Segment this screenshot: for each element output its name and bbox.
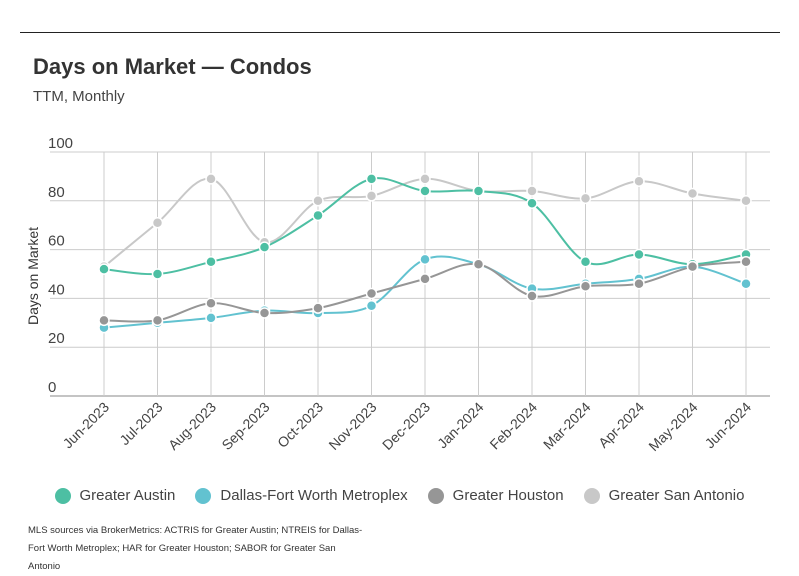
data-point [526,185,538,197]
data-point [419,253,431,266]
data-point [686,260,699,273]
data-point [740,195,752,207]
top-divider [20,32,780,33]
data-point [419,173,431,185]
legend-item: Greater San Antonio [583,487,745,504]
data-point [686,187,699,200]
data-point [151,217,164,229]
data-point [205,256,217,268]
data-point [258,241,271,253]
x-tick-label: Feb-2024 [486,399,540,453]
x-tick-label: Jun-2024 [702,399,755,452]
data-point [98,314,110,327]
data-point [205,312,217,324]
data-point [312,302,324,314]
chart-title: Days on Market — Condos [33,54,312,79]
data-point [151,314,164,327]
data-point [419,273,431,285]
source-footnote: MLS sources via BrokerMetrics: ACTRIS fo… [28,525,363,572]
x-tick-label: Mar-2024 [540,399,594,453]
legend-swatch [583,487,600,504]
x-tick-label: Aug-2023 [165,399,219,453]
data-point [365,287,378,300]
data-point [205,297,217,310]
data-point [740,278,752,290]
data-point [98,263,110,275]
x-tick-label: Jun-2023 [60,399,113,452]
data-point [526,290,538,302]
y-tick-label: 60 [48,233,65,250]
x-tick-label: Nov-2023 [325,399,379,453]
x-tick-label: Jul-2023 [116,399,165,448]
data-point [633,278,645,290]
legend-swatch [195,487,212,504]
legend-item: Greater Austin [54,487,176,504]
data-point [633,175,645,188]
data-point [205,173,217,185]
x-tick-label: Oct-2023 [274,399,326,451]
data-point [526,197,538,209]
data-point [365,173,378,185]
data-point [365,299,378,312]
data-point [312,209,324,222]
y-tick-label: 0 [48,379,56,396]
x-tick-label: Apr-2024 [595,399,647,451]
legend-swatch [427,487,444,504]
data-point [258,307,271,319]
data-point [472,258,485,270]
y-axis-label: Days on Market [25,227,41,325]
data-point [472,185,485,197]
x-tick-label: May-2024 [645,399,700,454]
legend-label: Greater Austin [79,487,176,504]
data-point [419,185,431,197]
legend-label: Greater San Antonio [608,487,745,504]
y-tick-label: 20 [48,330,65,347]
data-point [312,195,324,207]
legend-swatch [54,487,71,504]
data-point [740,256,752,268]
legend-item: Dallas-Fort Worth Metroplex [195,487,408,504]
x-tick-label: Jan-2024 [434,399,487,452]
y-tick-label: 80 [48,184,65,201]
legend-label: Dallas-Fort Worth Metroplex [220,487,408,504]
data-point [365,190,378,202]
legend-label: Greater Houston [452,487,564,504]
y-tick-label: 40 [48,281,65,298]
y-tick-label: 100 [48,135,73,152]
data-point [579,280,592,292]
data-point [633,248,645,261]
x-tick-label: Dec-2023 [379,399,433,453]
chart-legend: Greater Austin Dallas-Fort Worth Metrople… [0,487,799,504]
chart-subtitle: TTM, Monthly [33,88,125,105]
data-point [151,268,164,280]
data-point [579,192,592,205]
legend-item: Greater Houston [427,487,564,504]
x-tick-label: Sep-2023 [218,399,272,453]
data-point [579,256,592,268]
